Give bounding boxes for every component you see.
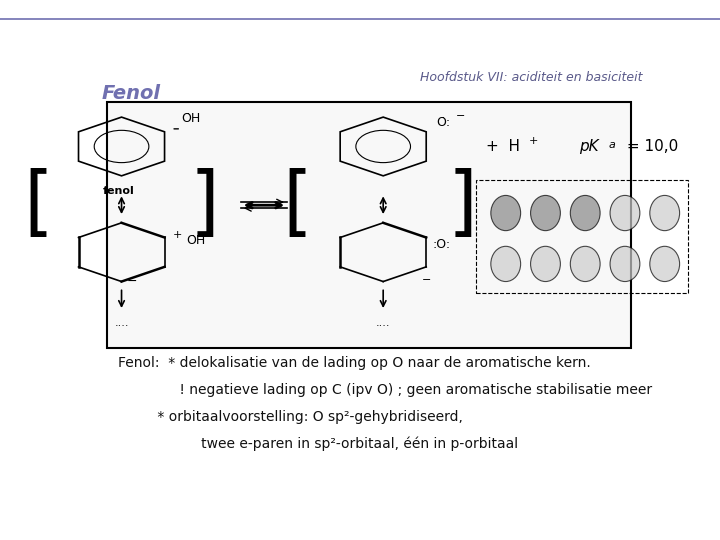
Text: pK: pK: [579, 139, 598, 154]
Ellipse shape: [650, 246, 680, 281]
Text: Ȯ:: Ȯ:: [436, 116, 450, 129]
Ellipse shape: [491, 246, 521, 281]
Text: ! negatieve lading op C (ipv O) ; geen aromatische stabilisatie meer: ! negatieve lading op C (ipv O) ; geen a…: [118, 383, 652, 397]
Text: ]: ]: [448, 168, 477, 242]
Text: = 10,0: = 10,0: [621, 139, 678, 154]
Ellipse shape: [491, 195, 521, 231]
Text: ȮH: ȮH: [186, 234, 206, 247]
Ellipse shape: [531, 246, 560, 281]
Text: Fenol: Fenol: [101, 84, 160, 103]
Text: * orbitaalvoorstelling: O sp²-gehybridiseerd,: * orbitaalvoorstelling: O sp²-gehybridis…: [118, 410, 463, 424]
Ellipse shape: [570, 246, 600, 281]
FancyBboxPatch shape: [107, 102, 631, 348]
Text: −: −: [456, 111, 465, 121]
Text: :O:: :O:: [433, 238, 451, 251]
Text: Hoofdstuk VII: aciditeit en basiciteit: Hoofdstuk VII: aciditeit en basiciteit: [420, 71, 642, 84]
Text: +  H: + H: [486, 139, 520, 154]
Text: −: −: [126, 275, 137, 288]
Text: ....: ....: [114, 318, 129, 328]
Ellipse shape: [610, 246, 640, 281]
Text: twee e-paren in sp²-orbitaal, één in p-orbitaal: twee e-paren in sp²-orbitaal, één in p-o…: [118, 437, 518, 451]
Text: a: a: [608, 140, 616, 150]
Text: +: +: [529, 136, 539, 146]
Text: +: +: [173, 230, 183, 240]
Text: ȮH: ȮH: [181, 112, 200, 125]
Ellipse shape: [610, 195, 640, 231]
Text: [: [: [282, 168, 312, 242]
Text: fenol: fenol: [102, 186, 134, 195]
Text: Fenol:  * delokalisatie van de lading op O naar de aromatische kern.: Fenol: * delokalisatie van de lading op …: [118, 356, 590, 370]
Text: ....: ....: [376, 318, 390, 328]
Ellipse shape: [650, 195, 680, 231]
Ellipse shape: [570, 195, 600, 231]
Text: ]: ]: [189, 168, 220, 242]
Text: −: −: [421, 274, 431, 285]
Ellipse shape: [531, 195, 560, 231]
Text: [: [: [24, 168, 54, 242]
